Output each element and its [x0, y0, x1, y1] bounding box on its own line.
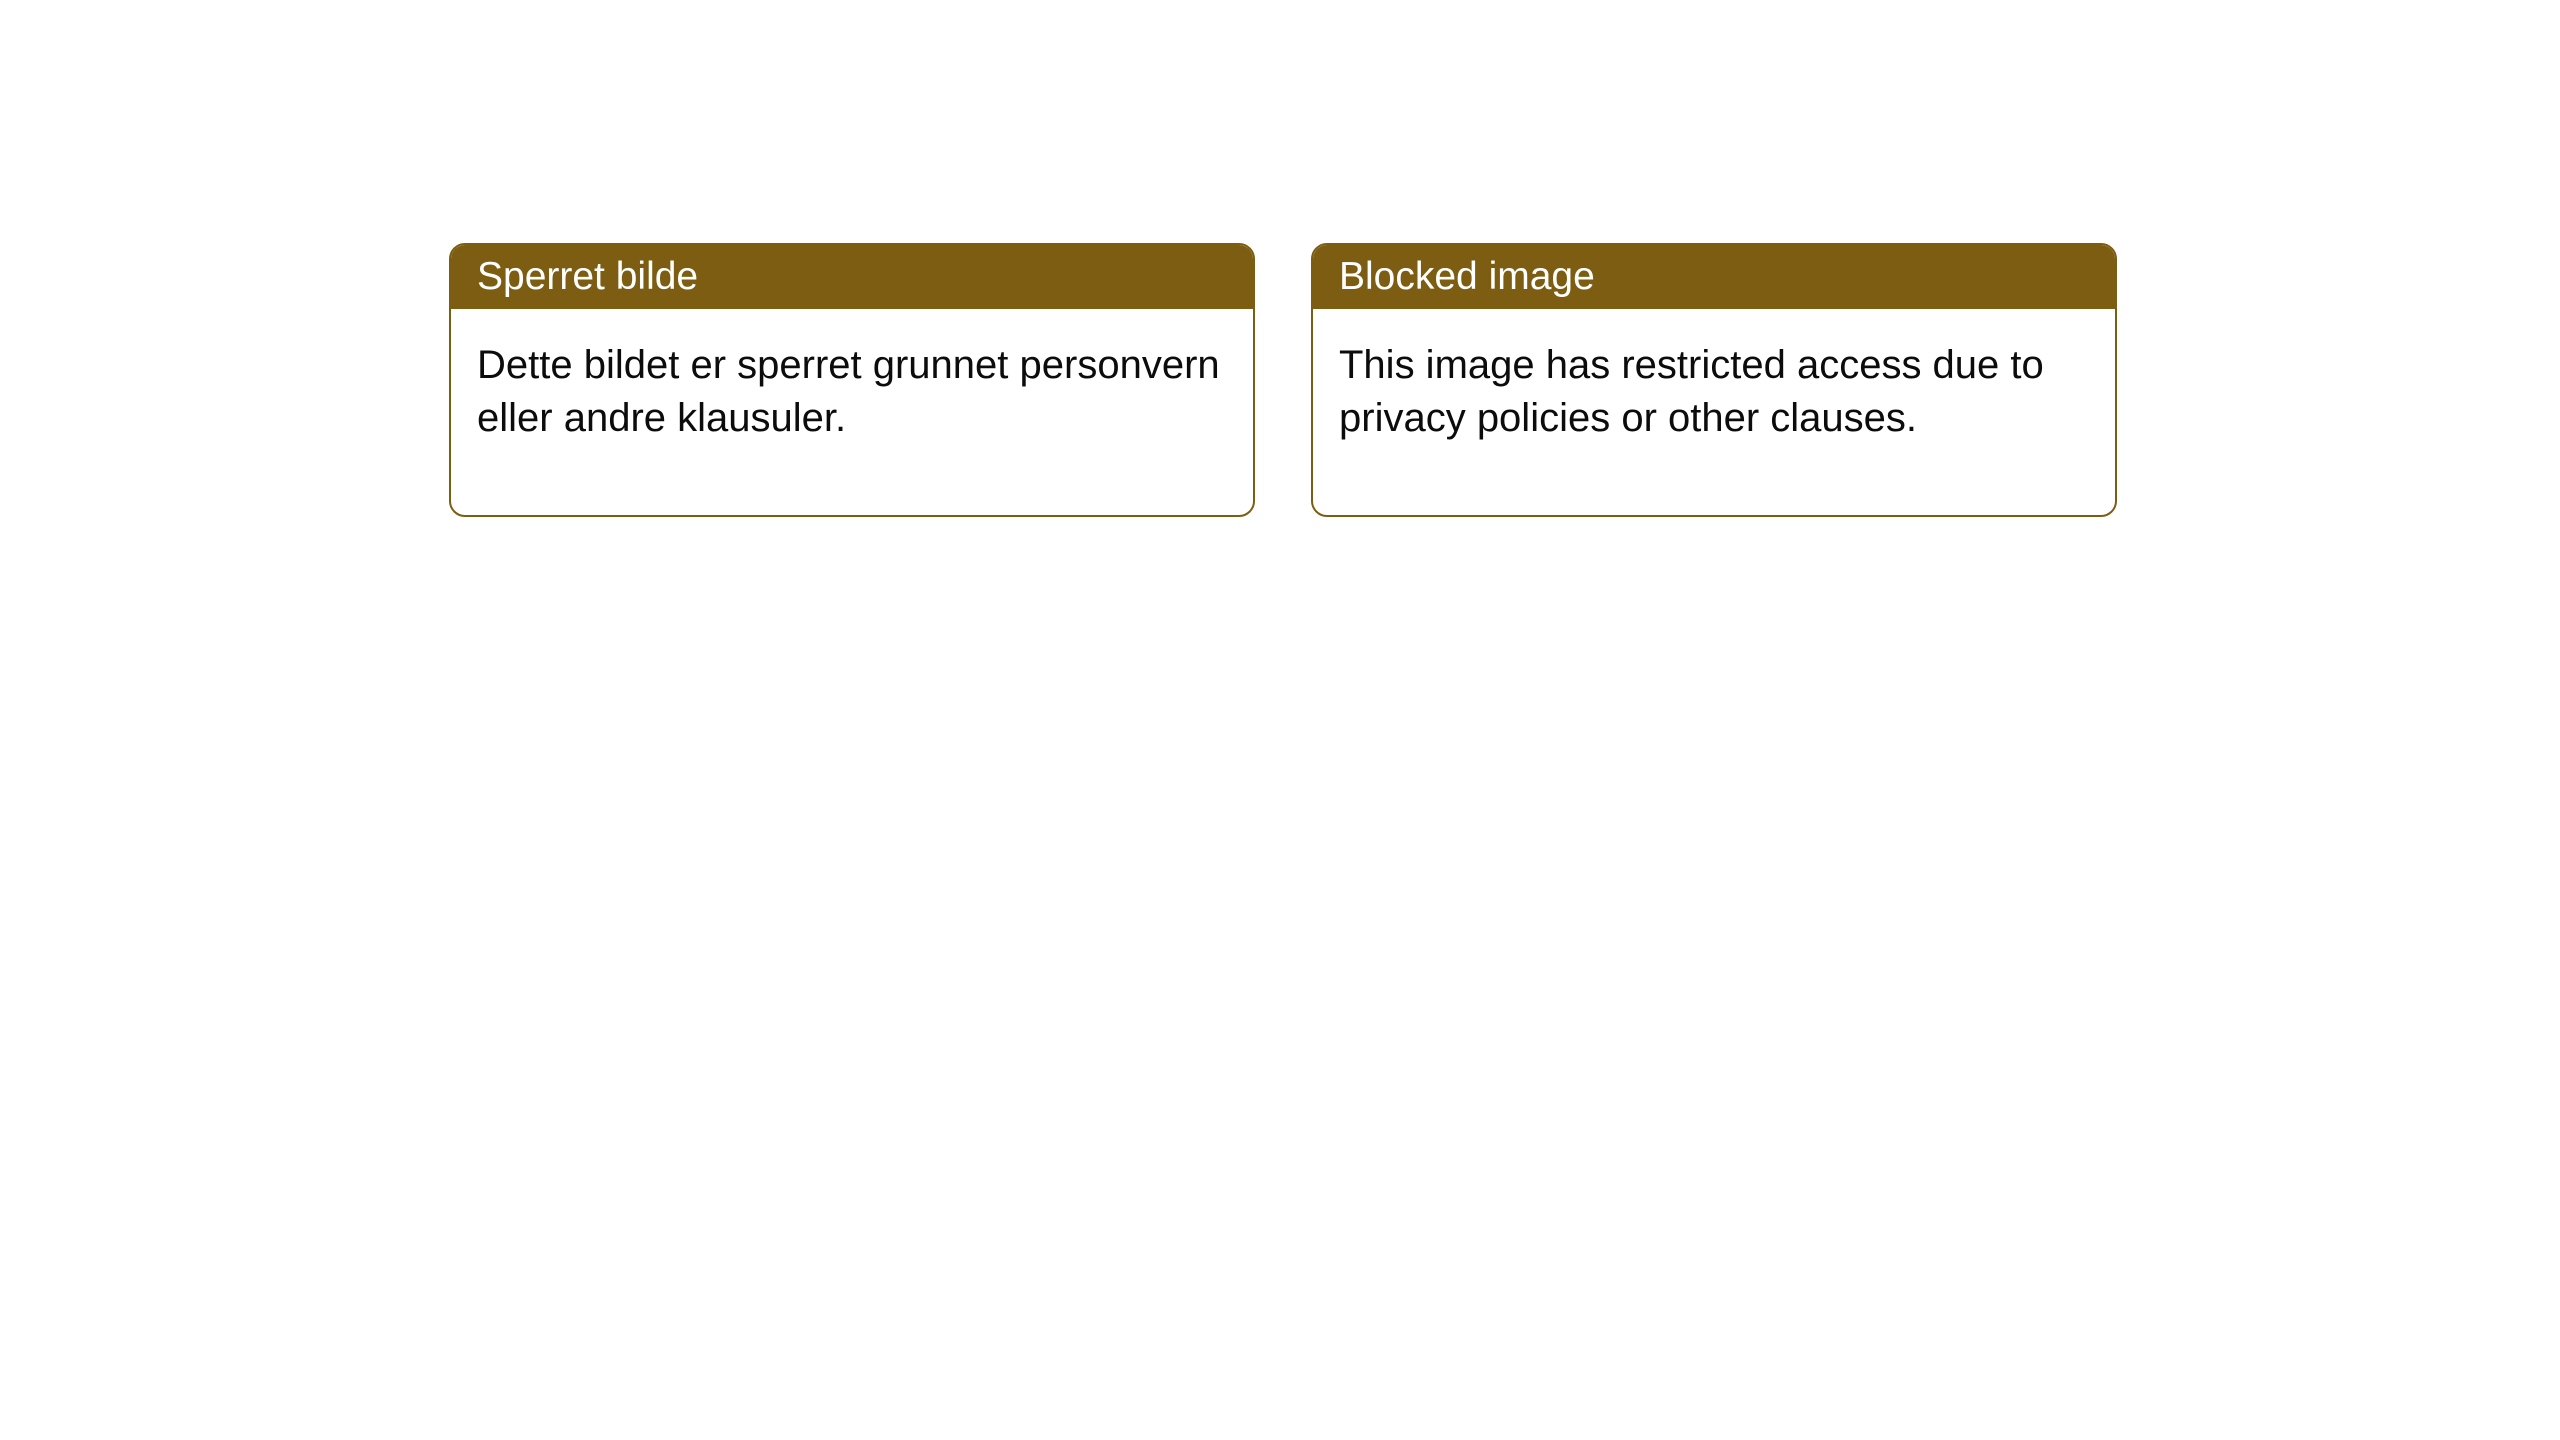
blocked-image-card-en: Blocked image This image has restricted … [1311, 243, 2117, 517]
card-body: This image has restricted access due to … [1313, 309, 2115, 515]
card-body-text: This image has restricted access due to … [1339, 343, 2044, 440]
card-body: Dette bildet er sperret grunnet personve… [451, 309, 1253, 515]
card-title: Blocked image [1339, 255, 1595, 298]
blocked-image-card-no: Sperret bilde Dette bildet er sperret gr… [449, 243, 1255, 517]
notice-container: Sperret bilde Dette bildet er sperret gr… [0, 0, 2560, 517]
card-header: Sperret bilde [451, 245, 1253, 309]
card-body-text: Dette bildet er sperret grunnet personve… [477, 343, 1220, 440]
card-header: Blocked image [1313, 245, 2115, 309]
card-title: Sperret bilde [477, 255, 698, 298]
